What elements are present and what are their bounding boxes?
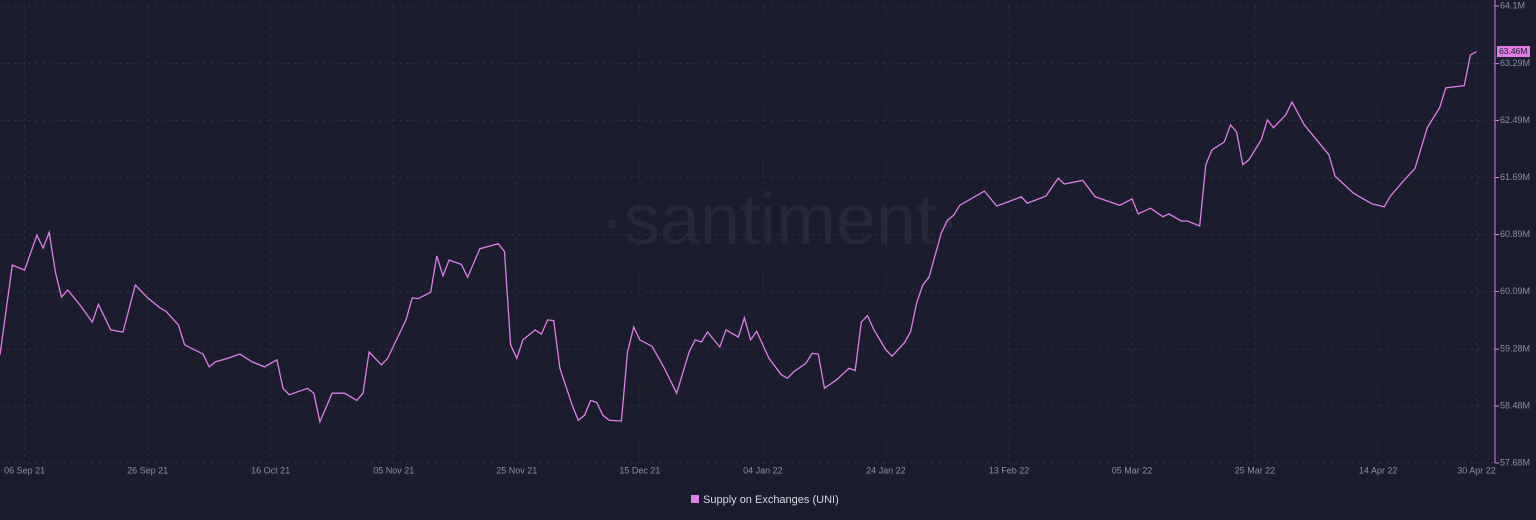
x-tick-label: 06 Sep 21	[4, 465, 45, 475]
x-tick-label: 16 Oct 21	[251, 465, 290, 475]
legend-label: Supply on Exchanges (UNI)	[703, 494, 839, 506]
data-line	[0, 51, 1477, 424]
y-tick-label: 60.89M	[1500, 229, 1530, 239]
x-tick-label: 24 Jan 22	[866, 465, 906, 475]
x-tick-label: 25 Mar 22	[1235, 465, 1276, 475]
y-tick-label: 59.28M	[1500, 343, 1530, 353]
y-tick-label: 57.68M	[1500, 457, 1530, 467]
x-tick-label: 13 Feb 22	[989, 465, 1030, 475]
y-tick-label: 61.69M	[1500, 172, 1530, 182]
legend-swatch	[691, 495, 699, 503]
y-tick-label: 63.29M	[1500, 58, 1530, 68]
x-tick-label: 30 Apr 22	[1457, 465, 1496, 475]
x-tick-label: 04 Jan 22	[743, 465, 783, 475]
x-tick-label: 15 Dec 21	[619, 465, 660, 475]
x-tick-label: 26 Sep 21	[127, 465, 168, 475]
last-value-badge	[1497, 46, 1530, 58]
y-tick-label: 60.09M	[1500, 286, 1530, 296]
y-tick-label: 58.48M	[1500, 400, 1530, 410]
x-tick-label: 14 Apr 22	[1359, 465, 1398, 475]
y-tick-label: 62.49M	[1500, 115, 1530, 125]
x-tick-label: 05 Mar 22	[1112, 465, 1153, 475]
x-tick-label: 05 Nov 21	[373, 465, 414, 475]
x-tick-label: 25 Nov 21	[496, 465, 537, 475]
watermark: ·santiment·	[600, 180, 960, 260]
last-value-label: 63.46M	[1499, 46, 1527, 56]
y-tick-label: 64.1M	[1500, 0, 1525, 10]
